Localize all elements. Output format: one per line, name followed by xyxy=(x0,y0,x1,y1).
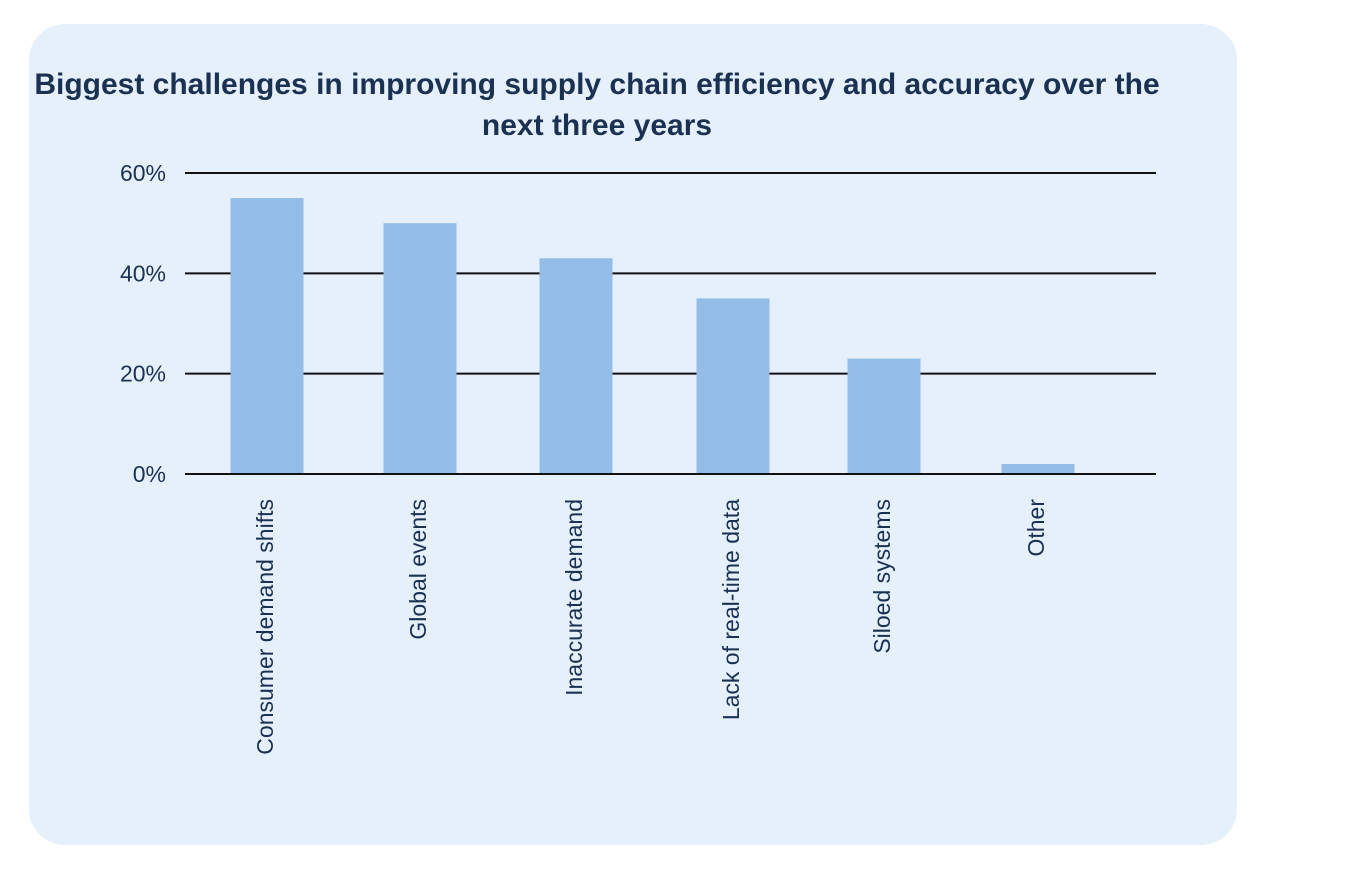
chart-card xyxy=(29,24,1237,845)
bar-other xyxy=(1001,463,1075,474)
y-tick-label: 20% xyxy=(120,361,166,387)
category-label: Global events xyxy=(405,499,431,640)
category-label: Siloed systems xyxy=(869,499,895,654)
bar-global-events xyxy=(383,223,457,474)
bar-inaccurate-demand xyxy=(539,258,613,474)
chart-title: Biggest challenges in improving supply c… xyxy=(34,68,1160,142)
category-label: Lack of real-time data xyxy=(718,499,744,720)
y-tick-label: 40% xyxy=(120,260,166,286)
bars xyxy=(230,198,1075,475)
bar-lack-of-real-time-data xyxy=(696,298,770,474)
y-tick-label: 60% xyxy=(120,160,166,186)
category-labels: Consumer demand shifts Global events Inacc… xyxy=(252,499,1049,755)
y-tick-labels: 0% 20% 40% 60% xyxy=(120,160,166,487)
category-label: Other xyxy=(1023,499,1049,557)
bar-consumer-demand-shifts xyxy=(230,198,304,475)
bar-siloed-systems xyxy=(847,358,921,474)
category-label: Consumer demand shifts xyxy=(252,499,278,755)
gridlines xyxy=(185,172,1156,375)
y-tick-label: 0% xyxy=(133,461,166,487)
category-label: Inaccurate demand xyxy=(561,499,587,696)
